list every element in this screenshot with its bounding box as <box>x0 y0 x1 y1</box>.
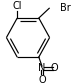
Text: N: N <box>38 63 46 73</box>
Text: O: O <box>38 75 46 84</box>
Text: Cl: Cl <box>12 1 22 11</box>
Text: O: O <box>51 63 58 73</box>
Text: Br: Br <box>60 3 70 13</box>
